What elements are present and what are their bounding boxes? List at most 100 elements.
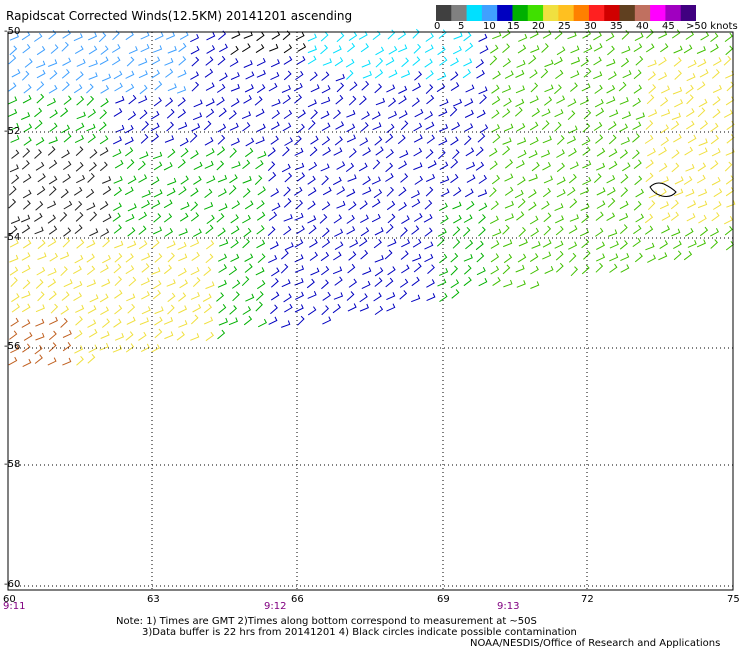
wind-barb	[661, 86, 669, 94]
wind-barb	[151, 267, 159, 274]
wind-barb	[476, 59, 483, 68]
wind-barb	[103, 238, 110, 247]
wind-barb	[438, 229, 446, 237]
wind-barb	[24, 137, 31, 146]
wind-barb	[465, 99, 473, 107]
wind-barb	[711, 161, 718, 170]
wind-barb	[204, 267, 211, 276]
wind-barb	[322, 202, 330, 210]
wind-barb	[697, 46, 705, 53]
wind-barb	[311, 268, 319, 275]
wind-barb	[87, 240, 95, 248]
wind-barb	[8, 109, 16, 116]
wind-barb	[99, 33, 105, 42]
wind-barb	[346, 70, 352, 79]
wind-barb	[333, 46, 341, 54]
wind-barb	[712, 148, 720, 156]
wind-barb	[335, 136, 342, 145]
wind-barb	[545, 60, 553, 67]
wind-barb	[530, 281, 538, 288]
wind-barb	[425, 254, 433, 262]
wind-barb	[193, 304, 201, 312]
wind-barbs	[8, 29, 735, 366]
wind-barb	[349, 252, 356, 261]
wind-barb	[48, 146, 55, 155]
wind-barb	[541, 201, 549, 209]
wind-barb	[219, 204, 227, 211]
wind-barb	[700, 227, 707, 236]
wind-barb	[362, 187, 370, 194]
wind-barb	[426, 187, 433, 196]
wind-barb	[308, 100, 316, 107]
wind-barb	[401, 70, 409, 77]
wind-barb	[219, 304, 226, 313]
wind-barb	[414, 213, 422, 221]
wind-barb	[269, 212, 276, 221]
wind-barb	[620, 150, 627, 159]
wind-barb	[490, 56, 497, 65]
wind-barb	[63, 342, 70, 351]
wind-barb	[389, 70, 397, 78]
wind-barb	[632, 133, 639, 142]
wind-barb	[426, 279, 434, 287]
wind-barb	[411, 190, 419, 198]
note-line-3: NOAA/NESDIS/Office of Research and Appli…	[470, 638, 720, 649]
wind-barb	[153, 227, 161, 234]
wind-barb	[34, 108, 41, 117]
wind-barb	[636, 189, 644, 197]
wind-barb	[516, 160, 524, 168]
wind-barb	[100, 147, 108, 155]
wind-barb	[453, 46, 461, 54]
wind-barb	[699, 139, 707, 146]
wind-barb	[597, 201, 605, 209]
wind-barb	[348, 175, 356, 182]
wind-barb	[645, 243, 654, 250]
wind-barb	[219, 239, 227, 246]
note-line-2: 3)Data buffer is 22 hrs from 20141201 4)…	[142, 627, 577, 638]
wind-barb	[23, 190, 31, 198]
wind-barb	[621, 137, 629, 144]
wind-barb	[74, 85, 82, 93]
wind-barb	[490, 216, 498, 224]
wind-barb	[333, 304, 340, 313]
wind-barb	[178, 159, 185, 168]
wind-barb	[441, 215, 449, 223]
wind-barb	[282, 279, 290, 286]
wind-barb	[36, 333, 44, 340]
wind-barb	[258, 187, 265, 195]
wind-barb	[89, 228, 97, 235]
map-frame	[8, 32, 733, 590]
wind-barb	[231, 72, 239, 79]
wind-barb	[593, 32, 601, 40]
wind-barb	[77, 96, 84, 105]
wind-barb	[311, 136, 319, 144]
wind-barb	[347, 135, 355, 142]
wind-barb	[610, 241, 618, 248]
wind-barb	[623, 70, 631, 77]
wind-barb	[126, 332, 133, 341]
wind-barb	[35, 345, 42, 354]
wind-barb	[661, 226, 669, 234]
wind-barb	[128, 204, 136, 211]
wind-barb	[37, 186, 44, 195]
wind-barb	[126, 266, 134, 274]
wind-barb	[284, 214, 292, 221]
wind-barb	[155, 81, 162, 90]
wind-barb	[269, 172, 276, 181]
wind-barb	[450, 107, 456, 116]
wind-barb	[492, 175, 499, 184]
wind-barb	[362, 281, 370, 289]
wind-barb	[308, 187, 316, 195]
wind-barb	[50, 123, 57, 132]
wind-barb	[243, 306, 251, 314]
wind-barb	[530, 266, 538, 274]
wind-barb	[179, 56, 186, 65]
wind-barb	[310, 147, 317, 156]
wind-barb	[479, 203, 487, 211]
wind-barb	[622, 46, 630, 53]
wind-barb	[256, 302, 262, 311]
wind-barb	[336, 122, 344, 130]
wind-barb	[245, 254, 253, 262]
wind-barb	[206, 225, 213, 234]
wind-barb	[610, 264, 617, 273]
